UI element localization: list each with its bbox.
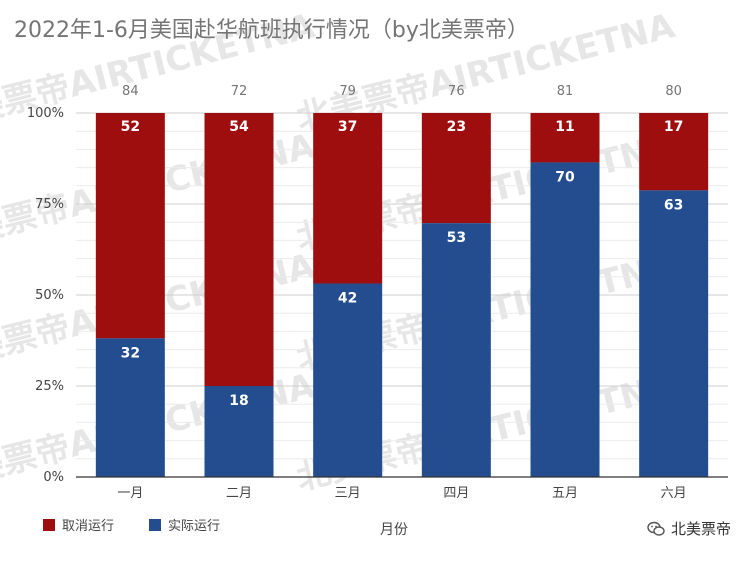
total-label: 84 xyxy=(122,84,139,99)
y-tick-label: 75% xyxy=(35,197,64,212)
data-label-operated: 70 xyxy=(555,169,575,185)
total-label: 76 xyxy=(448,84,465,99)
total-label: 72 xyxy=(231,84,248,99)
data-label-cancelled: 52 xyxy=(121,119,140,135)
x-tick-label: 五月 xyxy=(552,486,578,501)
legend-swatch xyxy=(149,519,161,531)
bar-operated-5 xyxy=(530,162,600,477)
x-tick-label: 六月 xyxy=(661,486,687,501)
x-tick-label: 二月 xyxy=(226,486,252,501)
data-label-cancelled: 54 xyxy=(229,119,249,135)
bar-operated-6 xyxy=(639,190,709,477)
wechat-icon xyxy=(647,521,665,536)
x-tick-label: 一月 xyxy=(117,486,143,501)
data-label-operated: 42 xyxy=(338,290,357,306)
brand-name: 北美票帝 xyxy=(670,520,731,538)
total-label: 81 xyxy=(557,84,574,99)
x-tick-label: 四月 xyxy=(443,486,469,501)
x-axis-title: 月份 xyxy=(380,522,408,538)
data-label-operated: 32 xyxy=(121,345,140,361)
y-tick-label: 0% xyxy=(43,470,64,485)
bar-cancelled-2 xyxy=(204,113,274,386)
legend-label: 实际运行 xyxy=(168,519,220,534)
total-label: 79 xyxy=(339,84,356,99)
data-label-operated: 18 xyxy=(229,393,248,409)
legend-label: 取消运行 xyxy=(62,519,114,534)
bar-cancelled-6 xyxy=(639,113,709,191)
data-label-cancelled: 11 xyxy=(555,119,574,135)
bar-operated-2 xyxy=(204,386,274,477)
data-label-cancelled: 37 xyxy=(338,119,357,135)
bar-operated-1 xyxy=(95,338,165,477)
total-label: 80 xyxy=(665,84,682,99)
legend-swatch xyxy=(43,519,55,531)
y-tick-label: 25% xyxy=(35,379,64,394)
data-label-operated: 53 xyxy=(447,230,466,246)
y-tick-label: 50% xyxy=(35,288,64,303)
bar-operated-3 xyxy=(313,283,383,477)
bar-cancelled-3 xyxy=(313,113,383,284)
y-tick-label: 100% xyxy=(27,106,64,121)
data-label-cancelled: 23 xyxy=(447,119,466,135)
x-tick-label: 三月 xyxy=(335,486,361,501)
bar-cancelled-5 xyxy=(530,113,600,163)
bar-cancelled-1 xyxy=(95,113,165,339)
brand-signature: 北美票帝 xyxy=(647,518,731,539)
data-label-operated: 63 xyxy=(664,197,683,213)
bar-cancelled-4 xyxy=(421,113,491,224)
chart-title: 2022年1-6月美国赴华航班执行情况（by北美票帝） xyxy=(14,18,529,43)
bar-operated-4 xyxy=(421,223,491,477)
data-label-cancelled: 17 xyxy=(664,119,683,135)
